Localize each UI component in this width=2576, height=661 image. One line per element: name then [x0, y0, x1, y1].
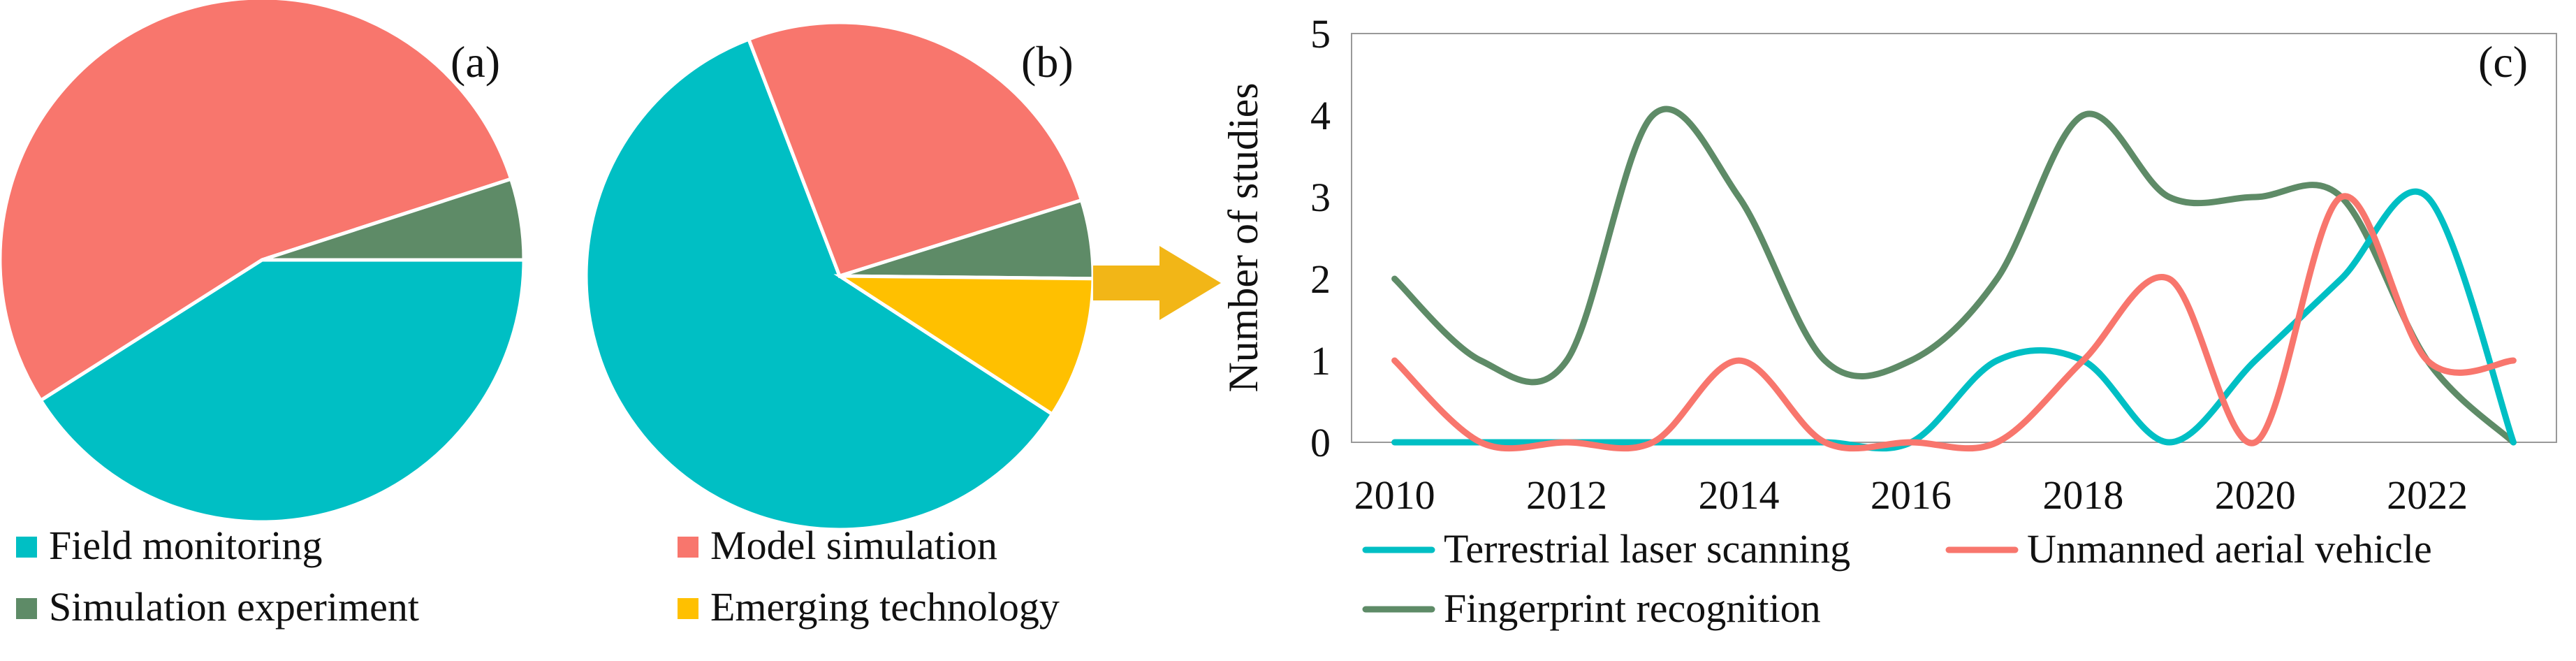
- y-tick-label: 2: [1310, 256, 1331, 302]
- pie-chart-a: [0, 0, 526, 524]
- series-line-fingerprint-recognition: [1391, 106, 2517, 446]
- legend-label: Simulation experiment: [49, 584, 419, 630]
- legend-label: Model simulation: [710, 523, 997, 568]
- series-line-unmanned-aerial-vehicle: [1391, 193, 2517, 452]
- y-tick-label: 4: [1310, 93, 1331, 138]
- legend-swatch: [678, 537, 698, 558]
- panel-label-a: (a): [451, 37, 500, 87]
- legend-label: Fingerprint recognition: [1444, 586, 1821, 631]
- y-tick-label: 5: [1310, 11, 1331, 57]
- legend-label: Emerging technology: [710, 584, 1060, 630]
- x-tick-label: 2018: [2042, 472, 2123, 518]
- legend-pies: Field monitoring Model simulation Simulati…: [16, 523, 1060, 630]
- pie-slice-emerging-technology: [833, 274, 1095, 417]
- pie-slice-simulation-experiment: [261, 176, 526, 262]
- pie-chart-b: [584, 20, 1095, 532]
- x-tick-label: 2020: [2215, 472, 2296, 518]
- line-chart-c: 0 1 2 3 4 5 2010 2012 2014 2016 2018 2020 2022 Numb…: [1220, 11, 2557, 518]
- plot-area: [1351, 33, 2557, 443]
- panel-label-c: (c): [2478, 37, 2528, 87]
- x-tick-label: 2010: [1354, 472, 1435, 518]
- legend-swatch: [678, 598, 698, 619]
- x-tick-labels: 2010 2012 2014 2016 2018 2020 2022: [1354, 472, 2468, 518]
- legend-label: Terrestrial laser scanning: [1444, 526, 1850, 572]
- y-tick-label: 0: [1310, 420, 1331, 465]
- y-tick-labels: 0 1 2 3 4 5: [1310, 11, 1331, 465]
- panel-label-b: (b): [1021, 37, 1074, 87]
- x-tick-label: 2014: [1698, 472, 1779, 518]
- y-axis-label: Number of studies: [1220, 82, 1266, 392]
- series-lines: [1391, 106, 2517, 452]
- x-tick-label: 2012: [1526, 472, 1607, 518]
- x-tick-label: 2022: [2387, 472, 2468, 518]
- legend-line-chart: Terrestrial laser scanning Unmanned aeria…: [1362, 526, 2432, 631]
- legend-swatch: [16, 537, 37, 558]
- legend-swatch: [16, 598, 37, 619]
- x-tick-label: 2016: [1871, 472, 1952, 518]
- legend-label: Field monitoring: [49, 523, 323, 568]
- y-tick-label: 3: [1310, 175, 1331, 220]
- y-tick-label: 1: [1310, 338, 1331, 384]
- pie-slice-model-simulation: [746, 20, 1084, 279]
- pie-slice-field-monitoring: [584, 36, 1055, 532]
- series-line-terrestrial-laser-scanning: [1391, 188, 2517, 452]
- pie-slice-model-simulation: [0, 0, 513, 403]
- legend-label: Unmanned aerial vehicle: [2027, 526, 2432, 572]
- arrow-icon: [1093, 246, 1221, 320]
